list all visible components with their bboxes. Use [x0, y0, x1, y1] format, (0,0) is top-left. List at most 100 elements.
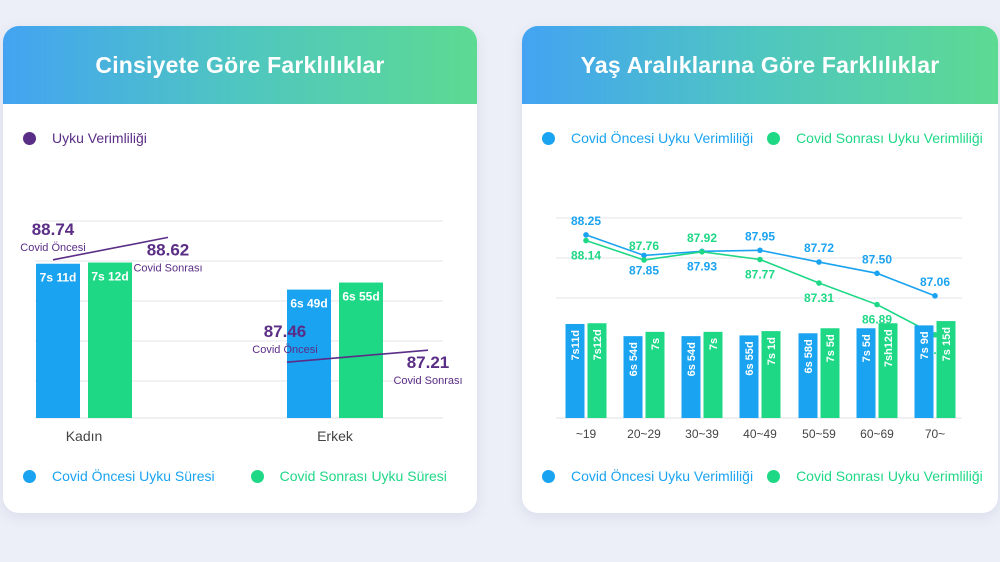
efficiency-post-value-1: 87.21 [407, 353, 450, 372]
point-pre-4 [816, 259, 822, 265]
bar-label-post-3: 7s 1d [766, 337, 778, 365]
gender-bottom-legend: Covid Öncesi Uyku Süresi Covid Sonrası U… [23, 468, 447, 484]
point-label-pre-3: 87.95 [745, 229, 775, 243]
bar-pre-2 [681, 336, 701, 418]
legend-top-pre: Covid Öncesi Uyku Verimliliği [542, 130, 753, 146]
point-post-4 [816, 280, 822, 286]
bar-pre-1 [287, 289, 331, 418]
x-tick-label-6: 70~ [925, 427, 945, 441]
x-tick-label-2: 30~39 [685, 427, 719, 441]
legend-bottom-post: Covid Sonrası Uyku Verimliliği [767, 468, 983, 484]
bar-label-post-5: 7sh12d [883, 329, 895, 367]
legend-bottom-post-dot [767, 469, 781, 483]
bar-pre-1 [623, 336, 643, 418]
legend-post-dot [250, 469, 264, 483]
legend-post-duration: Covid Sonrası Uyku Süresi [250, 468, 447, 484]
point-post-5 [874, 301, 880, 308]
legend-pre-dot [23, 469, 36, 483]
point-label-post-1: 87.76 [629, 239, 659, 253]
bar-label-post-4: 7s 5d [825, 334, 837, 362]
efficiency-post-label-0: Covid Sonrası [133, 262, 202, 274]
bar-post-1 [339, 282, 383, 418]
point-post-2 [699, 249, 705, 255]
x-tick-label-0: ~19 [576, 427, 597, 441]
x-tick-label-1: Erkek [317, 428, 354, 444]
bar-pre-0 [36, 263, 80, 418]
point-post-6 [932, 331, 938, 338]
bar-label-pre-3: 6s 55d [744, 341, 756, 375]
x-tick-label-3: 40~49 [743, 427, 777, 441]
bar-pre-4 [798, 333, 818, 418]
bar-post-5 [878, 323, 898, 418]
point-pre-6 [932, 293, 938, 299]
efficiency-post-label-1: Covid Sonrası [393, 375, 462, 387]
efficiency-legend-label: Uyku Verimliliği [52, 130, 147, 146]
bar-label-pre-0: 7s11d [570, 330, 582, 361]
point-label-pre-6: 87.06 [920, 275, 950, 289]
bar-post-1 [645, 331, 665, 418]
efficiency-post-value-0: 88.62 [147, 240, 190, 259]
point-label-post-0: 88.14 [571, 249, 601, 263]
efficiency-pre-value-1: 87.46 [264, 322, 307, 341]
legend-bottom-pre-dot [542, 469, 555, 483]
bar-label-pre-1: 6s 49d [290, 297, 327, 311]
bar-pre-3 [739, 335, 759, 418]
point-label-pre-2: 87.93 [687, 259, 717, 273]
legend-top-post-label: Covid Sonrası Uyku Verimliliği [796, 130, 983, 146]
x-tick-label-0: Kadın [66, 428, 103, 444]
point-label-post-4: 87.31 [804, 291, 834, 305]
bar-label-pre-0: 7s 11d [40, 271, 77, 285]
gender-chart: 7s 11d 7s 12d Kadın 6s 49d 6s 55d Erkek 88.74 C… [20, 220, 462, 444]
legend-pre-label: Covid Öncesi Uyku Süresi [52, 468, 215, 484]
gender-panel: Cinsiyete Göre Farklılıklar Uyku Verimli… [3, 26, 477, 513]
legend-top-post: Covid Sonrası Uyku Verimliliği [767, 130, 983, 146]
point-label-pre-0: 88.25 [571, 214, 601, 228]
legend-post-label: Covid Sonrası Uyku Süresi [279, 468, 447, 484]
efficiency-pre-label-0: Covid Öncesi [20, 242, 85, 254]
point-label-post-5: 86.89 [862, 313, 892, 327]
bar-label-post-0: 7s12d [592, 329, 604, 360]
bar-label-post-0: 7s 12d [91, 270, 128, 284]
bar-label-pre-5: 7s 5d [861, 334, 873, 362]
age-bottom-legend: Covid Öncesi Uyku Verimliliği Covid Sonr… [542, 468, 983, 484]
legend-top-pre-label: Covid Öncesi Uyku Verimliliği [571, 130, 754, 146]
efficiency-line-1 [286, 349, 429, 363]
bar-label-pre-6: 7s 9d [919, 331, 931, 359]
bar-post-2 [703, 331, 723, 418]
point-post-1 [641, 257, 647, 263]
bar-label-post-1: 6s 55d [342, 290, 379, 304]
x-tick-label-1: 20~29 [627, 427, 661, 441]
point-post-0 [583, 237, 589, 244]
legend-bottom-pre: Covid Öncesi Uyku Verimliliği [542, 468, 753, 484]
bar-label-post-6: 7s 15d [941, 327, 953, 361]
point-label-pre-5: 87.50 [862, 252, 892, 266]
efficiency-line-0 [52, 236, 169, 261]
legend-top-post-dot [767, 131, 781, 145]
point-label-post-3: 87.77 [745, 267, 775, 281]
age-top-legend: Covid Öncesi Uyku Verimliliği Covid Sonr… [542, 130, 983, 146]
efficiency-legend: Uyku Verimliliği [23, 130, 147, 146]
point-pre-5 [874, 270, 880, 277]
efficiency-pre-label-1: Covid Öncesi [252, 344, 317, 356]
x-tick-label-4: 50~59 [802, 427, 836, 441]
age-panel: Yaş Aralıklarına Göre Farklılıklar Covid… [522, 26, 998, 513]
age-panel-title: Yaş Aralıklarına Göre Farklılıklar [522, 26, 998, 104]
point-pre-3 [757, 247, 763, 254]
point-label-post-2: 87.92 [687, 231, 717, 245]
x-tick-label-5: 60~69 [860, 427, 894, 441]
age-chart: 88.25 87.85 87.93 87.95 87.72 87.50 87.06 88.14… [556, 214, 962, 441]
efficiency-pre-value-0: 88.74 [32, 220, 75, 239]
point-label-pre-1: 87.85 [629, 263, 659, 277]
bar-label-pre-4: 6s 58d [803, 339, 815, 373]
bar-post-6 [936, 321, 956, 418]
point-label-pre-4: 87.72 [804, 241, 834, 255]
gender-panel-title: Cinsiyete Göre Farklılıklar [3, 26, 477, 104]
efficiency-legend-dot [23, 131, 36, 145]
legend-bottom-post-label: Covid Sonrası Uyku Verimliliği [796, 468, 983, 484]
bar-pre-0 [565, 323, 585, 418]
bar-label-pre-1: 6s 54d [628, 342, 640, 376]
legend-bottom-pre-label: Covid Öncesi Uyku Verimliliği [571, 468, 754, 484]
legend-pre-duration: Covid Öncesi Uyku Süresi [23, 468, 215, 484]
legend-top-pre-dot [542, 131, 555, 145]
bar-post-3 [761, 331, 781, 418]
